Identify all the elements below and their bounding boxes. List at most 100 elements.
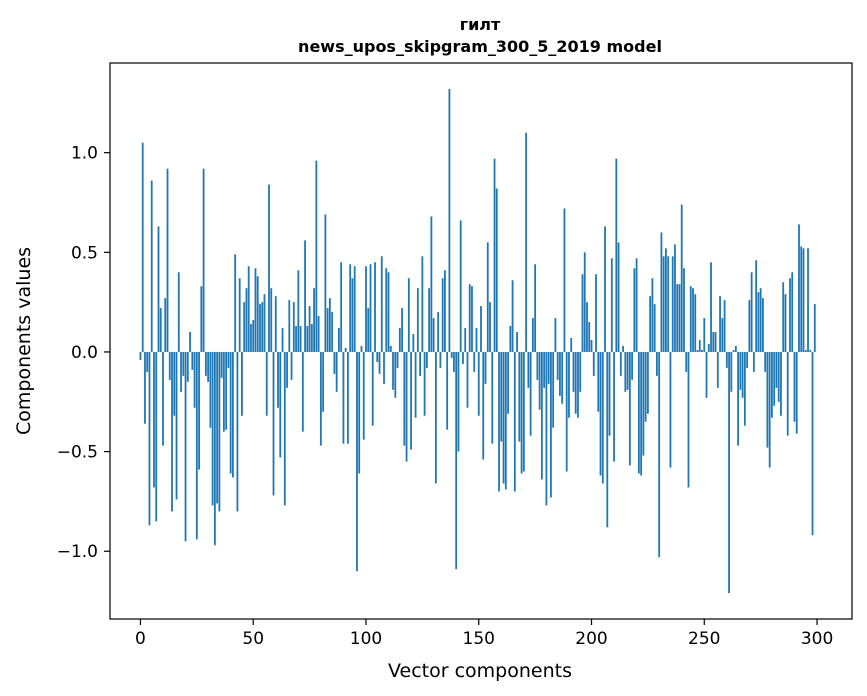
bar-297 [809,349,812,352]
bar-227 [651,278,654,352]
bar-246 [694,294,697,352]
bar-72 [301,351,304,432]
bars-group [139,88,816,594]
bar-116 [401,308,403,352]
bar-124 [419,351,421,376]
bar-256 [716,351,719,388]
bar-30 [207,351,209,382]
bar-281 [773,351,776,406]
x-tick-label: 0 [135,629,146,649]
bar-263 [732,349,735,352]
bar-178 [540,351,543,480]
bar-215 [624,351,627,392]
bar-88 [338,328,340,352]
bar-277 [764,351,767,372]
bar-266 [739,351,742,390]
bar-56 [265,351,268,416]
bar-76 [310,324,313,352]
y-axis-ticks: −1.0 −0.5 0.0 0.5 1.0 [57,144,110,562]
bar-91 [344,347,347,352]
bar-148 [473,351,476,372]
bar-184 [554,318,557,352]
bar-49 [250,324,252,352]
bar-185 [556,351,559,380]
bar-241 [683,268,685,352]
bar-211 [615,158,618,352]
bar-62 [279,351,282,458]
bar-120 [410,351,412,450]
bar-6 [153,351,155,488]
bar-172 [527,351,530,388]
bar-99 [362,351,365,440]
bar-90 [342,351,345,444]
bar-231 [660,232,663,352]
bar-42 [234,254,237,352]
bar-238 [676,284,679,352]
bar-252 [707,343,710,352]
bar-205 [601,351,604,484]
bar-293 [800,246,803,352]
bar-250 [703,318,706,352]
chart-title: гилт [460,15,501,34]
bar-280 [771,351,773,418]
bar-161 [502,351,505,484]
bar-112 [392,351,394,390]
bar-145 [466,351,469,408]
bar-242 [685,351,688,372]
bar-284 [780,351,782,416]
bar-144 [464,328,467,352]
bar-3 [146,351,149,372]
x-tick-label: 200 [575,629,607,649]
chart-subtitle: news_upos_skipgram_300_5_2019 model [298,37,662,56]
bar-165 [511,280,514,352]
bar-50 [252,320,255,352]
bar-267 [741,351,744,398]
bar-26 [198,351,200,470]
bar-228 [653,304,656,352]
bar-229 [656,351,658,376]
bar-283 [777,351,780,402]
bar-167 [516,332,518,352]
bar-213 [619,351,622,376]
bar-60 [274,296,277,352]
bar-0 [139,351,142,360]
bar-58 [270,288,273,352]
bar-136 [446,351,449,430]
bar-135 [444,270,446,352]
bar-273 [755,260,758,352]
bar-98 [360,345,363,352]
bar-149 [475,328,478,352]
bar-240 [680,204,683,352]
bar-265 [737,351,739,446]
bar-94 [351,278,354,352]
bar-129 [430,216,433,352]
bar-255 [714,332,717,352]
bar-83 [326,308,329,352]
bar-221 [637,351,640,474]
bar-236 [671,256,674,352]
bar-158 [495,188,498,352]
bar-296 [807,248,809,352]
bar-126 [423,351,426,416]
bar-192 [572,351,575,392]
bar-299 [813,304,816,352]
bar-17 [177,272,180,352]
y-axis-label: Components values [13,247,35,435]
bar-63 [281,328,284,352]
bar-194 [577,351,579,418]
bar-82 [324,214,327,352]
bar-86 [333,351,336,374]
bar-294 [802,248,805,352]
bar-111 [389,345,392,352]
bar-253 [710,262,712,352]
x-tick-label: 300 [801,629,833,649]
bar-44 [238,278,241,352]
bar-12 [166,168,169,352]
bar-115 [398,328,401,352]
bar-102 [369,264,372,352]
bar-195 [579,351,582,392]
bar-180 [545,351,548,506]
bar-138 [450,351,453,358]
bar-131 [434,351,437,484]
bar-101 [367,308,370,352]
